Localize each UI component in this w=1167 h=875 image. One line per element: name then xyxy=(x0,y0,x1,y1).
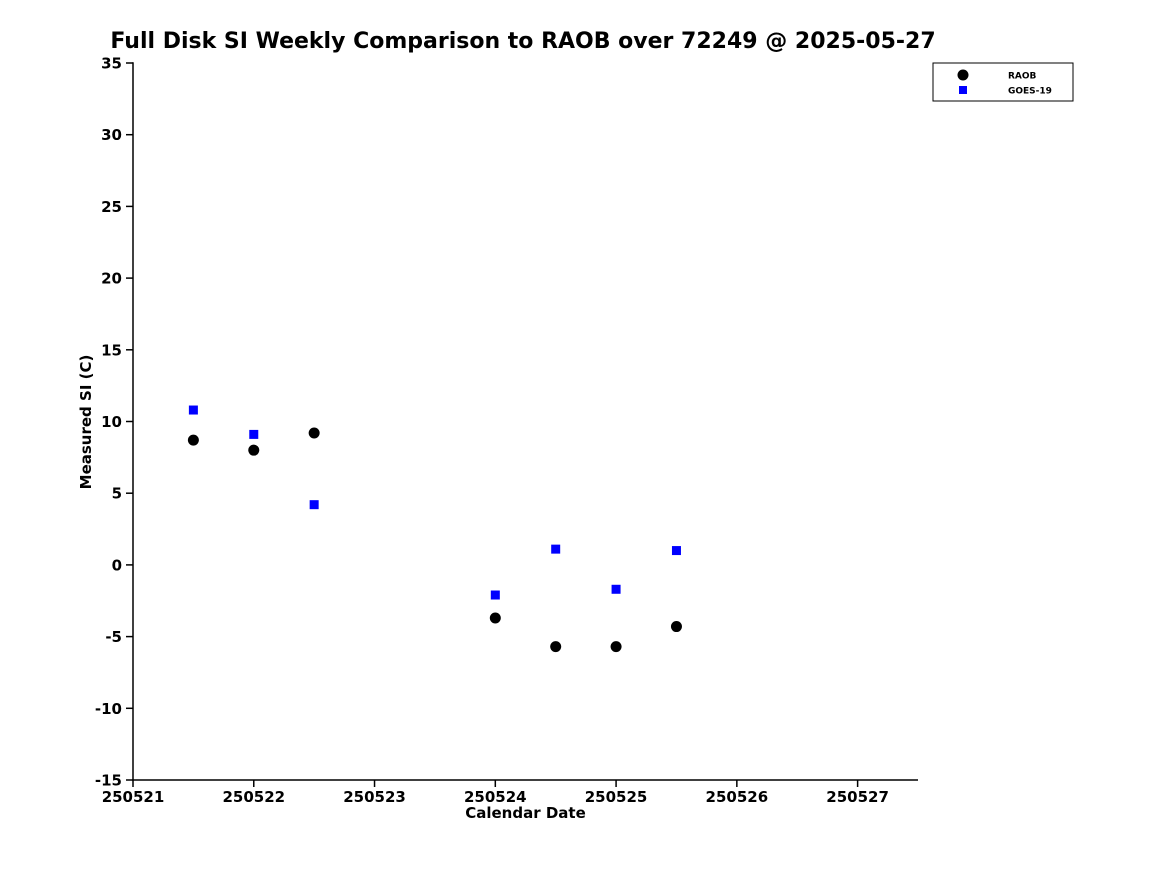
chart-title: Full Disk SI Weekly Comparison to RAOB o… xyxy=(110,29,936,54)
x-tick-label: 250522 xyxy=(222,788,285,806)
legend-marker-goes-19-icon xyxy=(959,86,967,94)
data-point-goes-19 xyxy=(309,500,319,510)
legend-label-goes-19: GOES-19 xyxy=(1008,87,1052,97)
x-tick-label: 250524 xyxy=(464,788,527,806)
y-tick-label: 25 xyxy=(101,198,122,216)
legend-label-raob: RAOB xyxy=(1008,72,1037,82)
legend-box xyxy=(932,62,1074,102)
data-point-raob xyxy=(670,621,682,633)
y-tick-label: 35 xyxy=(101,55,122,73)
x-tick-label: 250521 xyxy=(102,788,165,806)
data-point-goes-19 xyxy=(490,590,500,600)
data-point-raob xyxy=(550,641,562,653)
x-axis-label: Calendar Date xyxy=(465,804,586,822)
x-tick-label: 250526 xyxy=(706,788,769,806)
y-tick-label: -10 xyxy=(95,700,122,718)
legend-marker-raob-icon xyxy=(957,69,969,81)
data-point-goes-19 xyxy=(188,405,198,415)
x-tick-label: 250525 xyxy=(585,788,648,806)
y-tick-label: 10 xyxy=(101,413,122,431)
data-point-raob xyxy=(610,641,622,653)
data-point-goes-19 xyxy=(551,544,561,554)
data-point-raob xyxy=(187,434,199,446)
y-tick-label: -15 xyxy=(95,772,122,790)
y-tick-label: 20 xyxy=(101,270,122,288)
data-point-raob xyxy=(308,427,320,439)
y-tick-label: 5 xyxy=(112,485,122,503)
y-tick-label: 0 xyxy=(112,556,122,574)
y-tick-label: -5 xyxy=(105,628,122,646)
data-point-goes-19 xyxy=(611,584,621,594)
y-tick-label: 15 xyxy=(101,341,122,359)
data-point-raob xyxy=(248,444,260,456)
data-point-raob xyxy=(489,612,501,624)
y-tick-label: 30 xyxy=(101,126,122,144)
data-point-goes-19 xyxy=(249,429,259,439)
x-tick-label: 250523 xyxy=(343,788,406,806)
data-point-goes-19 xyxy=(671,546,681,556)
x-tick-label: 250527 xyxy=(826,788,889,806)
